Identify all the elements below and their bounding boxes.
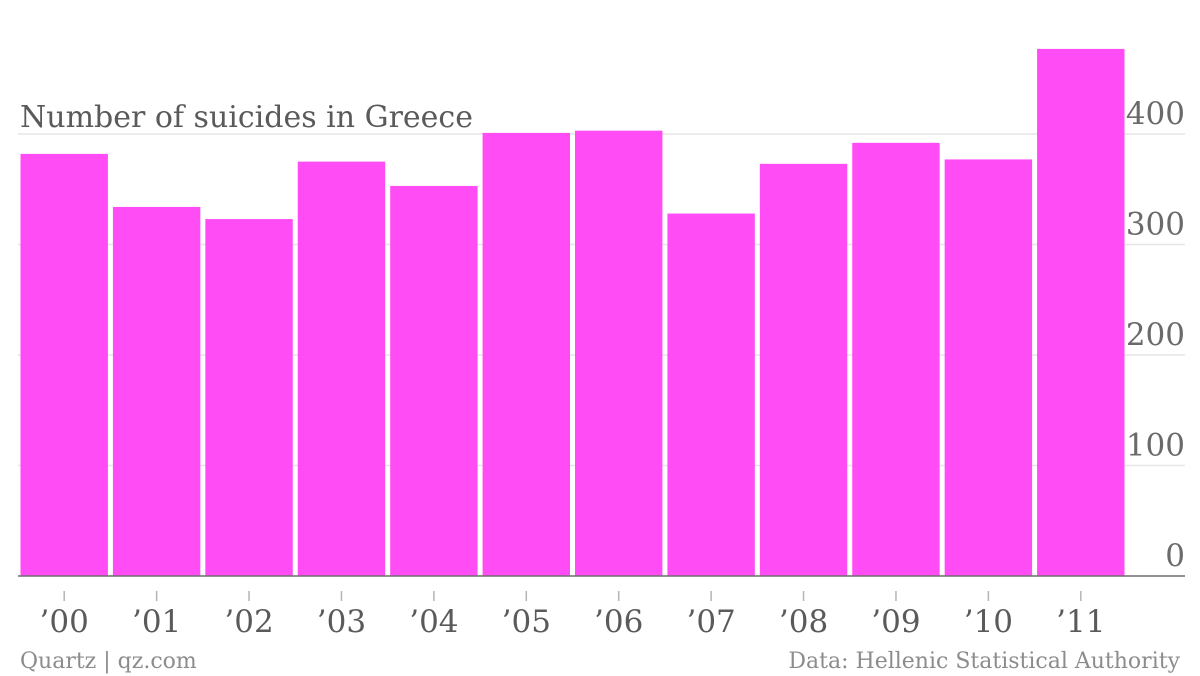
bar-4 (297, 161, 386, 576)
x-tick-label: ’10 (964, 604, 1013, 640)
bar-11 (944, 159, 1033, 577)
y-axis-tick-labels: 0 100 200 300 400 (1126, 96, 1185, 574)
x-tick-label: ’11 (1056, 604, 1105, 640)
bar-6 (482, 132, 570, 576)
x-tick-label: ’07 (686, 604, 735, 640)
bar-9 (759, 163, 848, 576)
x-tick-label: ’02 (224, 604, 273, 640)
chart-title: Number of suicides in Greece (20, 100, 473, 135)
x-axis-ticks (63, 591, 1082, 601)
bar-1 (20, 153, 108, 576)
x-tick-label: ’00 (40, 604, 89, 640)
data-source: Data: Hellenic Statistical Authority (788, 649, 1180, 674)
y-tick-label: 200 (1126, 317, 1185, 353)
x-tick-label: ’01 (132, 604, 181, 640)
y-tick-label: 300 (1126, 207, 1185, 243)
bar-10 (852, 142, 940, 576)
bar-5 (390, 185, 478, 576)
x-tick-label: ’06 (594, 604, 643, 640)
bar-2 (112, 206, 201, 576)
x-tick-label: ’05 (502, 604, 551, 640)
x-axis-tick-labels: ’00 ’01 ’02 ’03 ’04 ’05 ’06 ’07 ’08 ’09 ’10 ’11 (40, 604, 1106, 640)
bar-12 (1037, 48, 1125, 577)
bar-8 (667, 213, 755, 576)
bar-3 (205, 219, 293, 576)
y-tick-label: 100 (1126, 428, 1185, 464)
bar-7 (575, 130, 663, 576)
y-tick-label: 400 (1126, 96, 1185, 132)
source-credit: Quartz | qz.com (20, 649, 197, 674)
x-tick-label: ’04 (409, 604, 458, 640)
x-tick-label: ’08 (779, 604, 828, 640)
x-tick-label: ’09 (871, 604, 920, 640)
y-tick-label: 0 (1165, 538, 1185, 574)
bars (20, 48, 1125, 577)
x-tick-label: ’03 (317, 604, 366, 640)
